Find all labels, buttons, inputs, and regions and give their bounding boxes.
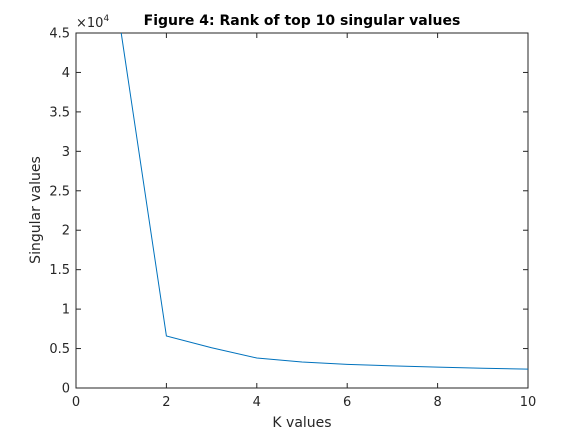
x-tick-label: 0 bbox=[72, 395, 80, 410]
x-tick-label: 8 bbox=[433, 395, 441, 410]
plot-area bbox=[75, 32, 529, 389]
y-tick-label: 4 bbox=[62, 66, 70, 81]
y-tick-label: 3 bbox=[62, 145, 70, 160]
y-tick-label: 2 bbox=[62, 224, 70, 239]
y-tick-label: 2.5 bbox=[49, 184, 70, 199]
y-tick-label: 1.5 bbox=[49, 263, 70, 278]
series-layer bbox=[120, 32, 529, 370]
x-tick-label: 6 bbox=[343, 395, 351, 410]
series-line bbox=[120, 32, 529, 370]
y-exponent-base: ×10 bbox=[76, 16, 103, 31]
y-tick-label: 3.5 bbox=[49, 105, 70, 120]
x-axis: 0 2 4 6 8 10 bbox=[72, 33, 536, 410]
y-exponent-label: ×104 bbox=[76, 14, 109, 31]
y-tick-label: 0.5 bbox=[49, 342, 70, 357]
chart-title: Figure 4: Rank of top 10 singular values bbox=[144, 13, 461, 29]
y-tick-label: 1 bbox=[62, 303, 70, 318]
y-axis-label: Singular values bbox=[28, 156, 44, 264]
x-tick-label: 2 bbox=[162, 395, 170, 410]
y-tick-label: 4.5 bbox=[49, 27, 70, 42]
y-tick-label: 0 bbox=[62, 382, 70, 397]
x-tick-label: 4 bbox=[253, 395, 261, 410]
x-tick-label: 10 bbox=[520, 395, 537, 410]
y-exponent-power: 4 bbox=[103, 14, 109, 24]
y-axis: 0 0.5 1 1.5 2 2.5 3 3.5 4 4.5 bbox=[49, 27, 528, 397]
x-axis-label: K values bbox=[272, 415, 331, 431]
